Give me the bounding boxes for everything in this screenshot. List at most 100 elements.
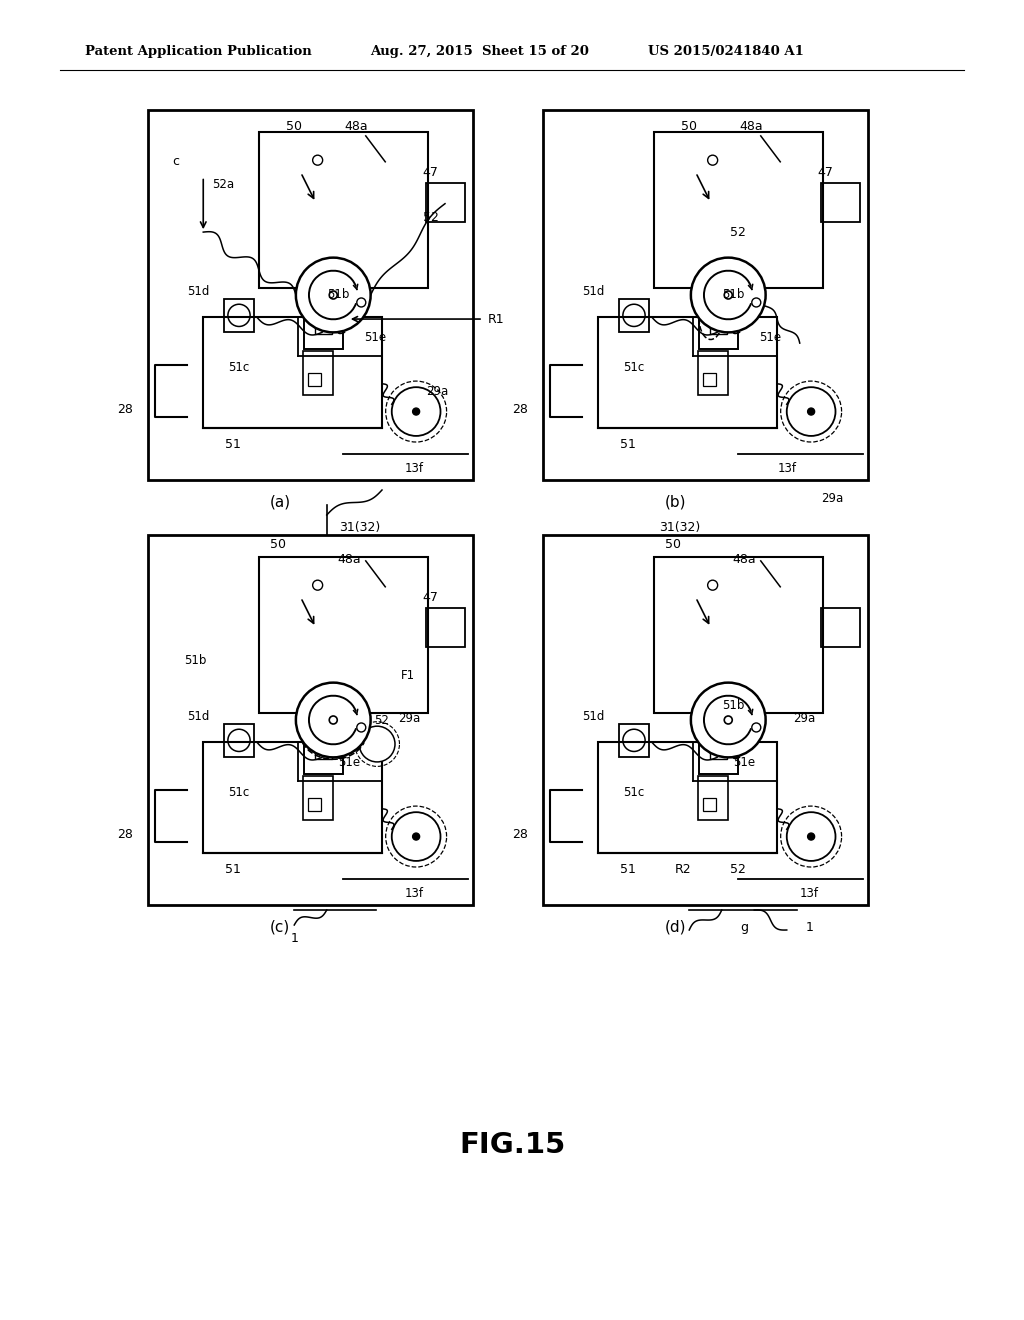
Text: 48a: 48a	[739, 120, 763, 133]
Circle shape	[392, 812, 440, 861]
Text: 31(32): 31(32)	[658, 521, 700, 535]
Bar	[820, 183, 859, 222]
Text: 51d: 51d	[187, 285, 210, 298]
Text: Patent Application Publication: Patent Application Publication	[85, 45, 311, 58]
Text: 48a: 48a	[344, 120, 368, 133]
Circle shape	[691, 257, 766, 333]
Bar	[303, 351, 333, 395]
Text: 51b: 51b	[327, 289, 349, 301]
Circle shape	[752, 723, 761, 733]
Text: 52: 52	[730, 226, 745, 239]
Bar	[224, 723, 254, 756]
Text: 51d: 51d	[583, 285, 604, 298]
Bar	[710, 741, 727, 759]
Text: 50: 50	[270, 537, 286, 550]
Bar	[258, 132, 427, 288]
Bar	[258, 557, 427, 713]
Text: 31(32): 31(32)	[339, 521, 380, 535]
Bar	[308, 372, 322, 385]
Circle shape	[356, 298, 366, 308]
Bar	[203, 742, 382, 853]
Circle shape	[808, 408, 815, 414]
Bar	[543, 110, 868, 480]
Text: 29a: 29a	[426, 384, 449, 397]
Circle shape	[413, 833, 420, 840]
Circle shape	[413, 408, 420, 414]
Text: 51d: 51d	[187, 710, 210, 723]
Text: 13f: 13f	[800, 887, 819, 900]
Text: R2: R2	[675, 863, 691, 876]
Text: (a): (a)	[269, 495, 291, 510]
Text: R1: R1	[487, 313, 504, 326]
Text: Aug. 27, 2015  Sheet 15 of 20: Aug. 27, 2015 Sheet 15 of 20	[370, 45, 589, 58]
Text: F1: F1	[401, 669, 415, 682]
Circle shape	[356, 723, 366, 733]
Text: 52: 52	[375, 714, 389, 726]
Text: 51: 51	[224, 863, 241, 876]
Text: 48a: 48a	[733, 553, 757, 565]
Bar	[224, 298, 254, 333]
Bar	[820, 609, 859, 647]
Text: g: g	[740, 921, 749, 933]
Text: 13f: 13f	[406, 887, 424, 900]
Bar	[148, 535, 473, 906]
Bar	[303, 776, 333, 820]
Text: 47: 47	[423, 166, 438, 180]
Text: 28: 28	[118, 828, 133, 841]
Text: 51c: 51c	[624, 360, 645, 374]
Text: 1: 1	[291, 932, 298, 945]
Circle shape	[691, 682, 766, 758]
Text: 51c: 51c	[228, 360, 250, 374]
Text: 28: 28	[512, 828, 528, 841]
Text: (c): (c)	[270, 920, 290, 935]
Text: 51: 51	[620, 438, 636, 451]
Bar	[703, 797, 716, 810]
Circle shape	[724, 290, 732, 300]
Text: 48a: 48a	[338, 553, 361, 565]
Bar	[699, 713, 738, 774]
Text: (b): (b)	[665, 495, 686, 510]
Bar	[698, 776, 728, 820]
Bar	[304, 713, 343, 774]
Text: 28: 28	[512, 403, 528, 416]
Text: 51e: 51e	[339, 756, 360, 770]
Bar	[710, 315, 727, 334]
Text: 50: 50	[681, 120, 697, 133]
Bar	[699, 288, 738, 348]
Circle shape	[296, 257, 371, 333]
Circle shape	[296, 682, 371, 758]
Bar	[620, 298, 648, 333]
Circle shape	[330, 290, 337, 300]
Text: 50: 50	[287, 120, 302, 133]
Text: 50: 50	[665, 537, 681, 550]
Bar	[426, 183, 465, 222]
Circle shape	[330, 715, 337, 723]
Bar	[314, 315, 333, 334]
Text: 51b: 51b	[184, 655, 206, 668]
Bar	[698, 351, 728, 395]
Bar	[598, 742, 777, 853]
Bar	[543, 535, 868, 906]
Text: 51b: 51b	[722, 289, 744, 301]
Text: FIG.15: FIG.15	[459, 1131, 565, 1159]
Bar	[653, 132, 822, 288]
Circle shape	[752, 298, 761, 308]
Text: 51e: 51e	[365, 331, 387, 345]
Text: 13f: 13f	[777, 462, 797, 475]
Text: (d): (d)	[665, 920, 686, 935]
Bar	[426, 609, 465, 647]
Text: 51c: 51c	[624, 785, 645, 799]
Text: c: c	[172, 156, 179, 168]
Bar	[703, 372, 716, 385]
Text: US 2015/0241840 A1: US 2015/0241840 A1	[648, 45, 804, 58]
Circle shape	[724, 715, 732, 723]
Text: 47: 47	[423, 591, 438, 605]
Text: 28: 28	[118, 403, 133, 416]
Text: 51c: 51c	[228, 785, 250, 799]
Text: 29a: 29a	[794, 711, 816, 725]
Bar	[314, 741, 333, 759]
Text: 47: 47	[818, 166, 834, 180]
Text: 1: 1	[806, 921, 813, 933]
Text: 52: 52	[423, 211, 438, 224]
Bar	[308, 797, 322, 810]
